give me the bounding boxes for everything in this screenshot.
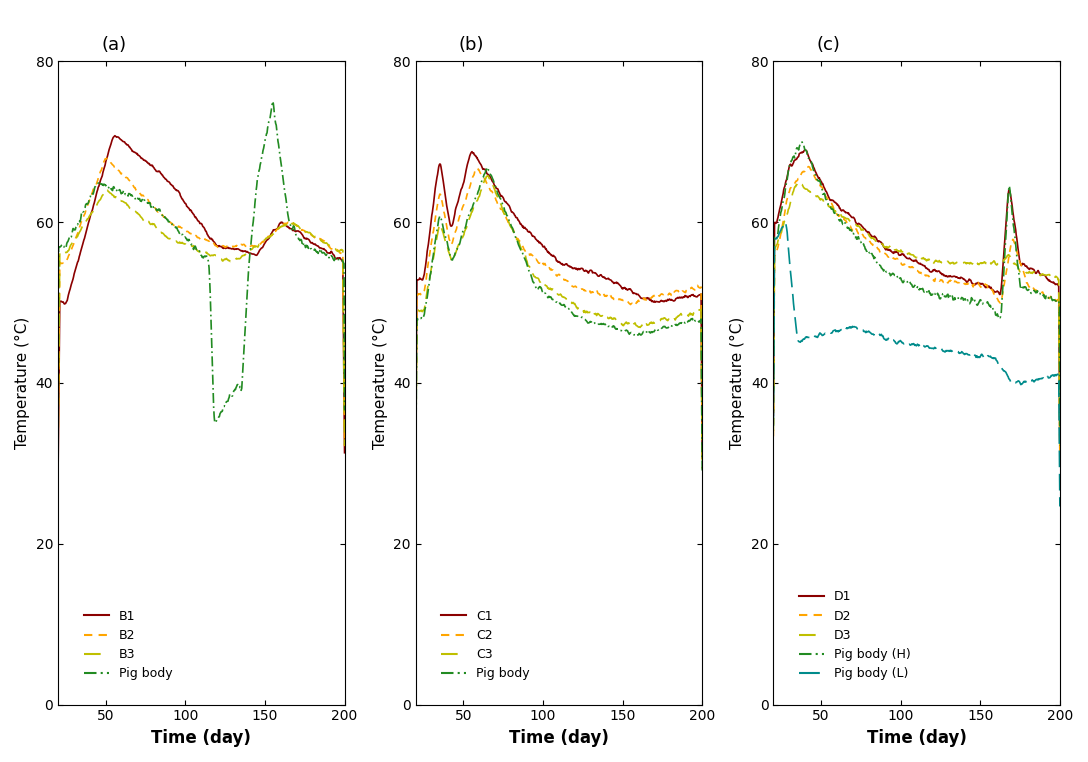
Text: (c): (c) (816, 36, 840, 53)
Y-axis label: Temperature (°C): Temperature (°C) (730, 317, 745, 449)
Text: (b): (b) (459, 36, 484, 53)
X-axis label: Time (day): Time (day) (509, 729, 609, 747)
X-axis label: Time (day): Time (day) (151, 729, 251, 747)
Text: (a): (a) (101, 36, 126, 53)
Y-axis label: Temperature (°C): Temperature (°C) (15, 317, 30, 449)
Legend: D1, D2, D3, Pig body (H), Pig body (L): D1, D2, D3, Pig body (H), Pig body (L) (794, 585, 916, 686)
Y-axis label: Temperature (°C): Temperature (°C) (373, 317, 387, 449)
Legend: B1, B2, B3, Pig body: B1, B2, B3, Pig body (78, 605, 177, 686)
X-axis label: Time (day): Time (day) (867, 729, 966, 747)
Legend: C1, C2, C3, Pig body: C1, C2, C3, Pig body (436, 605, 535, 686)
